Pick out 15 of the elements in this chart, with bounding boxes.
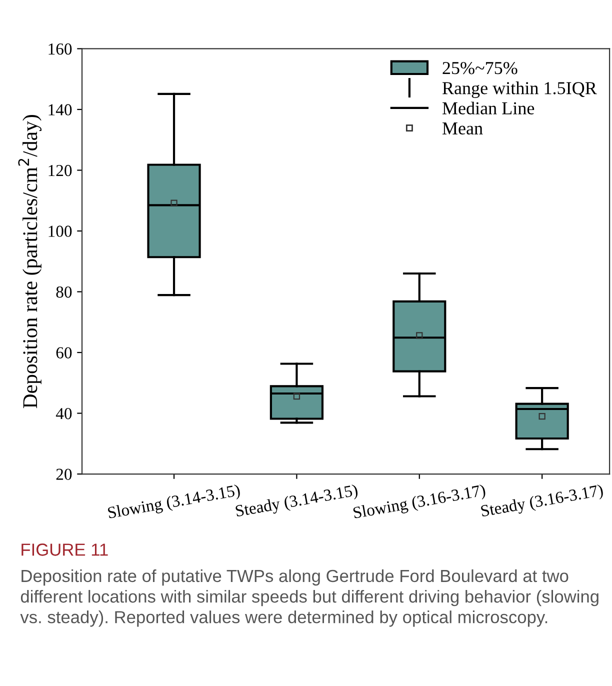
annotation: 25%~75%: [442, 62, 518, 74]
y-tick-label: 100: [48, 226, 72, 237]
annotation: Mean: [442, 122, 483, 134]
y-tick-label: 120: [48, 164, 72, 176]
y-tick-label: 160: [48, 43, 72, 55]
annotation: Range within 1.5IQR: [442, 82, 597, 98]
y-tick-label: 20: [56, 468, 72, 480]
text: Deposition rate of putative TWPs along Gertrude Ford Boulevard at two different locations with similar speeds but different driving behavior (slowing vs. steady). Reported values were determined by optical microscopy.: [20, 569, 598, 627]
caption: FIGURE 11: [22, 544, 108, 556]
y-tick-label: 80: [56, 286, 72, 298]
y-tick-label: 40: [56, 408, 72, 420]
y-axis-title: Deposition rate (particles/cm$^{2}$/day): [18, 115, 42, 408]
y-tick-label: 60: [56, 347, 72, 358]
annotation: Median Line: [442, 102, 534, 114]
y-tick-label: 140: [48, 104, 72, 116]
